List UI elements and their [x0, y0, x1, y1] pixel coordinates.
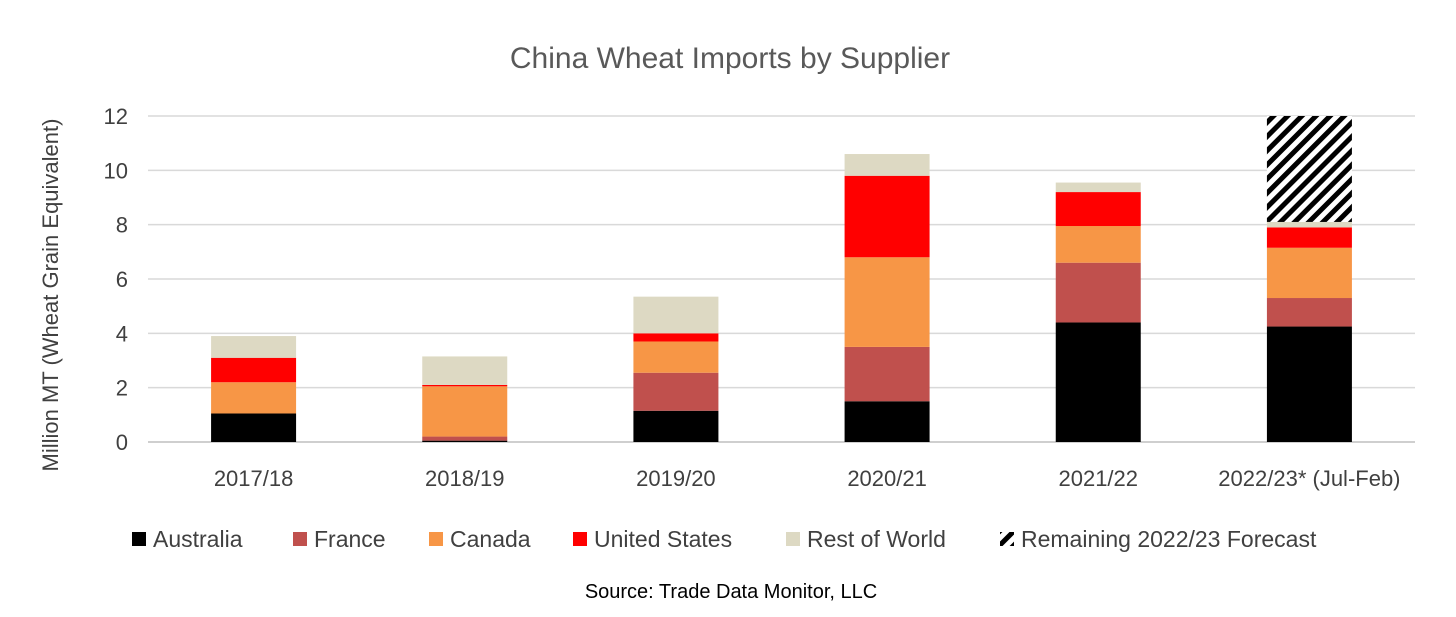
bar-segment-remaining-2022-23-forecast	[1266, 116, 1352, 222]
bar-segment-united-states	[211, 357, 297, 383]
legend-label: France	[314, 526, 386, 552]
y-tick-label: 0	[116, 430, 128, 455]
x-tick-label: 2021/22	[1058, 466, 1138, 491]
legend-label: Canada	[450, 526, 531, 552]
bar-segment-united-states	[1266, 227, 1352, 248]
bar-segment-france	[422, 436, 508, 441]
y-axis-label: Million MT (Wheat Grain Equivalent)	[38, 119, 63, 472]
bar-segment-rest-of-world	[211, 336, 297, 358]
legend-label: United States	[594, 526, 732, 552]
legend-swatch	[132, 532, 146, 546]
legend-swatch	[293, 532, 307, 546]
y-tick-label: 8	[116, 213, 128, 238]
y-tick-label: 2	[116, 376, 128, 401]
bars	[211, 116, 1352, 442]
bar-segment-canada	[633, 341, 719, 373]
y-tick-label: 6	[116, 267, 128, 292]
bar-segment-united-states	[422, 384, 508, 387]
legend-label: Australia	[153, 526, 243, 552]
x-tick-label: 2022/23* (Jul-Feb)	[1218, 466, 1400, 491]
x-tick-label: 2020/21	[847, 466, 927, 491]
y-tick-label: 10	[104, 158, 128, 183]
bar-segment-united-states	[844, 175, 930, 258]
gridlines	[148, 115, 1415, 443]
y-tick-label: 4	[116, 321, 128, 346]
bar-segment-rest-of-world	[422, 356, 508, 385]
legend-swatch	[573, 532, 587, 546]
bar-segment-canada	[1055, 226, 1141, 263]
legend-swatch	[786, 532, 800, 546]
bar-segment-australia	[1266, 326, 1352, 442]
bar-segment-australia	[211, 413, 297, 442]
legend-label: Rest of World	[807, 526, 946, 552]
bar-segment-canada	[844, 257, 930, 347]
bar-segment-united-states	[1055, 192, 1141, 227]
bar-segment-rest-of-world	[633, 296, 719, 334]
bar-segment-rest-of-world	[1055, 182, 1141, 193]
bar-segment-france	[633, 372, 719, 411]
bar-segment-canada	[211, 382, 297, 414]
x-axis-labels: 2017/18 2018/19 2019/20 2020/21 2021/22 2022/…	[214, 466, 1401, 491]
y-tick-label: 12	[104, 104, 128, 129]
bar-segment-united-states	[633, 333, 719, 342]
bar-segment-canada	[1266, 247, 1352, 299]
bar-segment-australia	[1055, 322, 1141, 442]
bar-segment-france	[1055, 262, 1141, 323]
bar-segment-france	[844, 346, 930, 402]
legend: Australia France Canada United States Rest o…	[132, 526, 1317, 552]
x-tick-label: 2018/19	[425, 466, 505, 491]
bar-segment-australia	[422, 440, 508, 442]
bar-segment-rest-of-world	[844, 154, 930, 176]
bar-segment-rest-of-world	[1266, 221, 1352, 228]
source-note: Source: Trade Data Monitor, LLC	[585, 581, 877, 603]
legend-swatch	[1000, 532, 1014, 546]
y-axis-ticks: 0 2 4 6 8 10 12	[104, 104, 128, 455]
bar-segment-canada	[422, 386, 508, 437]
bar-segment-australia	[844, 401, 930, 442]
chart-title: China Wheat Imports by Supplier	[510, 42, 950, 75]
bar-segment-france	[1266, 298, 1352, 327]
x-tick-label: 2017/18	[214, 466, 294, 491]
legend-label: Remaining 2022/23 Forecast	[1021, 526, 1317, 552]
x-tick-label: 2019/20	[636, 466, 716, 491]
bar-segment-australia	[633, 410, 719, 442]
legend-swatch	[429, 532, 443, 546]
